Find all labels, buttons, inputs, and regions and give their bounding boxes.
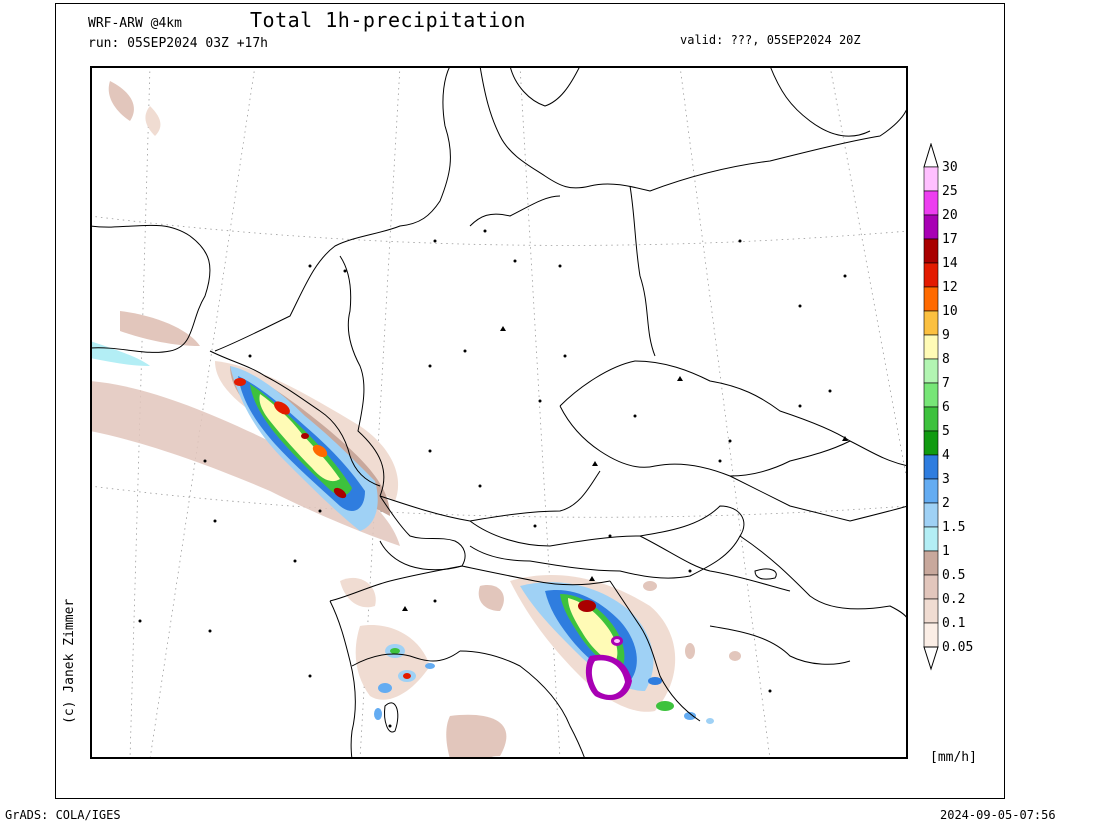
scale-label: 12 bbox=[942, 280, 958, 295]
plot-frame bbox=[55, 3, 1005, 799]
scale-label: 6 bbox=[942, 400, 950, 415]
scale-label: 9 bbox=[942, 328, 950, 343]
run-label: run: 05SEP2024 03Z +17h bbox=[88, 36, 269, 51]
valid-time-label: valid: ???, 05SEP2024 20Z bbox=[680, 33, 861, 47]
scale-swatch bbox=[923, 574, 939, 600]
mountain-markers bbox=[402, 326, 848, 611]
scale-label: 3 bbox=[942, 472, 950, 487]
scale-swatch bbox=[923, 430, 939, 456]
scale-swatch bbox=[923, 406, 939, 432]
scale-label: 0.1 bbox=[942, 616, 965, 631]
chart-title: Total 1h-precipitation bbox=[250, 8, 526, 32]
scale-label: 1 bbox=[942, 544, 950, 559]
footer-left: GrADS: COLA/IGES bbox=[5, 808, 121, 822]
model-label: WRF-ARW @4km bbox=[88, 16, 182, 31]
scale-swatch bbox=[923, 214, 939, 240]
scale-swatch bbox=[923, 478, 939, 504]
scale-top-arrow bbox=[923, 143, 939, 168]
scale-swatch bbox=[923, 310, 939, 336]
city-markers bbox=[138, 229, 847, 728]
scale-label: 20 bbox=[942, 208, 958, 223]
scale-swatch bbox=[923, 622, 939, 648]
scale-swatch bbox=[923, 334, 939, 360]
scale-swatch bbox=[923, 502, 939, 528]
scale-swatch bbox=[923, 238, 939, 264]
copyright-label: (c) Janek Zimmer bbox=[62, 598, 77, 724]
scale-label: 7 bbox=[942, 376, 950, 391]
precipitation-map bbox=[90, 66, 908, 759]
scale-swatch bbox=[923, 262, 939, 288]
scale-swatch bbox=[923, 550, 939, 576]
scale-swatch bbox=[923, 190, 939, 216]
scale-label: 5 bbox=[942, 424, 950, 439]
footer-right: 2024-09-05-07:56 bbox=[940, 808, 1056, 822]
scale-label: 17 bbox=[942, 232, 958, 247]
scale-label: 0.5 bbox=[942, 568, 965, 583]
scale-swatch bbox=[923, 598, 939, 624]
borders bbox=[90, 66, 908, 759]
map-border bbox=[90, 66, 908, 759]
scale-label: 25 bbox=[942, 184, 958, 199]
scale-swatch bbox=[923, 382, 939, 408]
scale-label: 30 bbox=[942, 160, 958, 175]
scale-label: 4 bbox=[942, 448, 950, 463]
scale-label: 10 bbox=[942, 304, 958, 319]
scale-label: 14 bbox=[942, 256, 958, 271]
scale-label: 1.5 bbox=[942, 520, 965, 535]
color-scale: 0.05 0.1 0.2 0.5 1 1.5 2 3 4 5 6 7 8 9 10 12 14 17 20 25 30 bbox=[923, 143, 973, 671]
scale-swatch bbox=[923, 358, 939, 384]
scale-swatch bbox=[923, 526, 939, 552]
scale-swatch bbox=[923, 286, 939, 312]
precip-patches bbox=[90, 81, 741, 759]
unit-label: [mm/h] bbox=[930, 750, 977, 765]
scale-label: 0.2 bbox=[942, 592, 965, 607]
scale-swatch bbox=[923, 454, 939, 480]
scale-label: 8 bbox=[942, 352, 950, 367]
scale-label: 0.05 bbox=[942, 640, 973, 655]
scale-swatch bbox=[923, 166, 939, 192]
scale-label: 2 bbox=[942, 496, 950, 511]
scale-bottom-arrow bbox=[923, 646, 939, 671]
map-background bbox=[90, 66, 908, 759]
